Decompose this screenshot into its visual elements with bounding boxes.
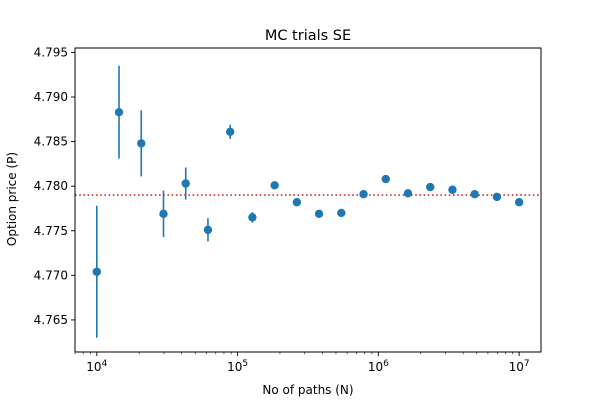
x-axis-label: No of paths (N) bbox=[262, 383, 353, 397]
y-tick-label: 4.795 bbox=[34, 45, 68, 59]
y-axis-label: Option price (P) bbox=[5, 152, 19, 246]
y-tick-label: 4.770 bbox=[34, 268, 68, 282]
data-point bbox=[292, 198, 302, 207]
x-axis: 104 105 106 107 bbox=[74, 352, 530, 374]
plot-area bbox=[75, 65, 541, 338]
y-tick-label: 4.780 bbox=[34, 179, 68, 193]
data-point bbox=[137, 139, 146, 148]
y-tick-label: 4.765 bbox=[34, 313, 68, 327]
data-point bbox=[203, 225, 213, 235]
data-point bbox=[514, 198, 524, 207]
x-tick-label: 106 bbox=[368, 359, 389, 374]
y-axis: 4.765 4.770 4.775 4.780 4.785 4.790 4.795 bbox=[34, 45, 75, 327]
x-tick-label: 107 bbox=[509, 359, 530, 374]
x-tick-label: 104 bbox=[86, 359, 107, 374]
data-point bbox=[403, 189, 413, 198]
data-point bbox=[181, 179, 190, 188]
data-point bbox=[114, 107, 124, 117]
data-point bbox=[314, 209, 324, 219]
chart-title: MC trials SE bbox=[265, 28, 351, 44]
data-point bbox=[270, 181, 279, 190]
data-point bbox=[448, 185, 457, 194]
data-point bbox=[159, 209, 168, 219]
data-point bbox=[225, 127, 235, 137]
data-point bbox=[426, 182, 435, 192]
y-tick-label: 4.775 bbox=[34, 224, 68, 238]
data-point bbox=[492, 192, 502, 202]
axes-frame bbox=[74, 47, 542, 353]
data-point bbox=[248, 213, 257, 222]
data-point bbox=[92, 267, 102, 276]
data-point bbox=[470, 190, 479, 199]
data-point bbox=[359, 190, 368, 199]
data-point bbox=[381, 174, 390, 184]
data-point bbox=[337, 208, 346, 218]
x-tick-label: 105 bbox=[227, 359, 248, 374]
y-tick-label: 4.785 bbox=[34, 135, 68, 149]
y-tick-label: 4.790 bbox=[34, 90, 68, 104]
